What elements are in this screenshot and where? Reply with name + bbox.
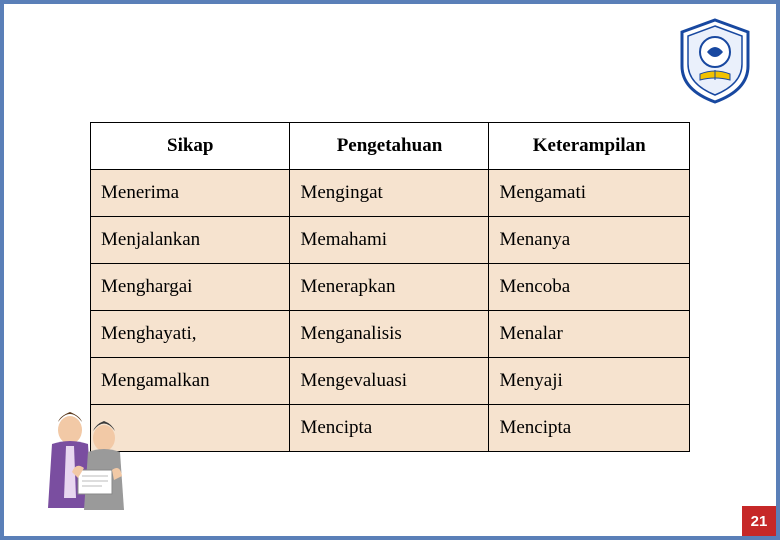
col-header-sikap: Sikap — [91, 123, 290, 170]
cell: Menyaji — [489, 358, 690, 405]
tut-wuri-handayani-logo — [676, 18, 754, 104]
cell: Mencipta — [489, 405, 690, 452]
table-row: Menjalankan Memahami Menanya — [91, 217, 690, 264]
slide-frame: Sikap Pengetahuan Keterampilan Menerima … — [0, 0, 780, 540]
cell: Menerapkan — [290, 264, 489, 311]
col-header-pengetahuan: Pengetahuan — [290, 123, 489, 170]
table-row: Menghayati, Menganalisis Menalar — [91, 311, 690, 358]
table-row: Menghargai Menerapkan Mencoba — [91, 264, 690, 311]
table-row: Mengamalkan Mengevaluasi Menyaji — [91, 358, 690, 405]
cell: Menanya — [489, 217, 690, 264]
table-row: Mencipta Mencipta — [91, 405, 690, 452]
table-row: Menerima Mengingat Mengamati — [91, 170, 690, 217]
competency-table: Sikap Pengetahuan Keterampilan Menerima … — [90, 122, 690, 452]
cell: Mengevaluasi — [290, 358, 489, 405]
cell: Mencoba — [489, 264, 690, 311]
cell: Mengingat — [290, 170, 489, 217]
col-header-keterampilan: Keterampilan — [489, 123, 690, 170]
cell: Mencipta — [290, 405, 489, 452]
cell: Menghargai — [91, 264, 290, 311]
cell: Mengamati — [489, 170, 690, 217]
cell: Menganalisis — [290, 311, 489, 358]
two-people-illustration — [22, 398, 142, 518]
cell: Menalar — [489, 311, 690, 358]
page-number: 21 — [751, 513, 768, 530]
page-number-badge: 21 — [742, 506, 776, 536]
cell: Menjalankan — [91, 217, 290, 264]
cell: Memahami — [290, 217, 489, 264]
cell: Menghayati, — [91, 311, 290, 358]
table-header-row: Sikap Pengetahuan Keterampilan — [91, 123, 690, 170]
cell: Menerima — [91, 170, 290, 217]
